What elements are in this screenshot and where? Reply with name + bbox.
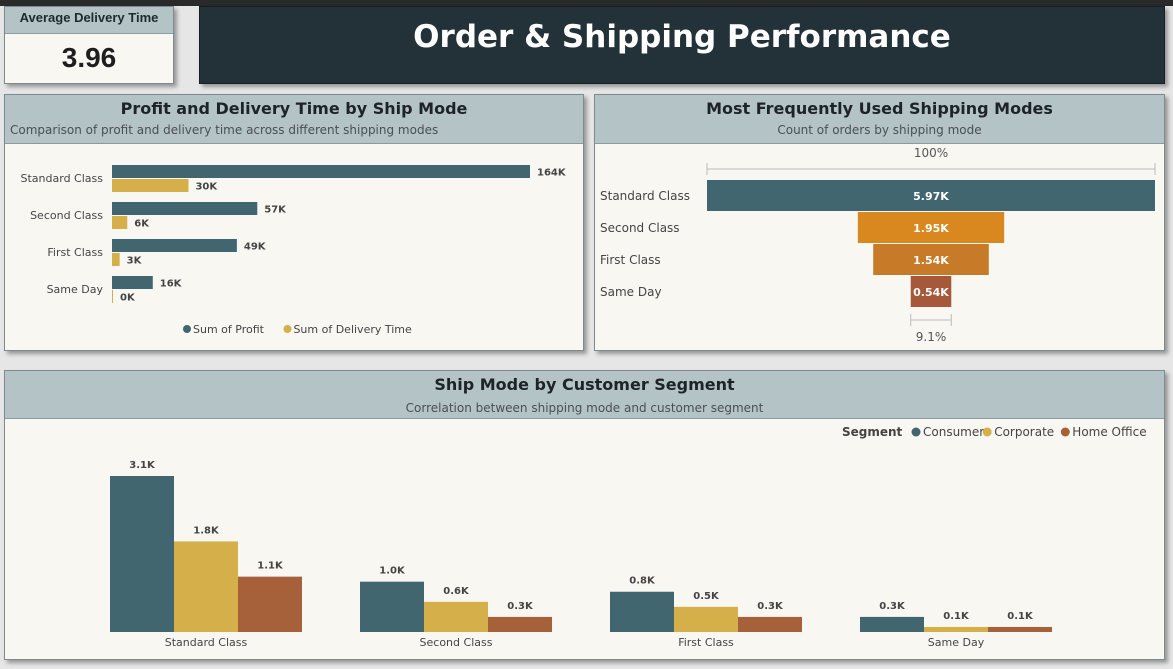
bar-corporate-first-class[interactable]	[674, 606, 738, 632]
data-label-corporate-same-day: 0.1K	[943, 611, 970, 622]
data-label-consumer-standard-class: 3.1K	[129, 460, 156, 471]
data-label-sum-of-delivery-time-standard-class: 30K	[195, 182, 218, 193]
kpi-card-average-delivery-time[interactable]: Average Delivery Time 3.96	[4, 6, 174, 84]
bar-corporate-same-day[interactable]	[924, 626, 988, 632]
data-label-sum-of-profit-first-class: 49K	[244, 242, 267, 253]
bar-sum-of-delivery-time-same-day[interactable]	[112, 290, 113, 303]
bar-sum-of-delivery-time-standard-class[interactable]	[112, 179, 189, 192]
bar-corporate-standard-class[interactable]	[174, 541, 238, 632]
data-label-corporate-first-class: 0.5K	[693, 591, 720, 602]
bar-consumer-same-day[interactable]	[860, 616, 924, 632]
data-label-same-day: 0.54K	[913, 286, 949, 299]
category-label-standard-class: Standard Class	[165, 636, 248, 649]
bar-sum-of-delivery-time-first-class[interactable]	[112, 253, 120, 266]
data-label-sum-of-delivery-time-same-day: 0K	[120, 293, 136, 304]
data-label-consumer-first-class: 0.8K	[629, 576, 656, 587]
data-label-consumer-same-day: 0.3K	[879, 601, 906, 612]
category-label-same-day: Same Day	[47, 283, 104, 296]
category-label-same-day: Same Day	[600, 285, 662, 299]
data-label-corporate-standard-class: 1.8K	[193, 525, 220, 536]
legend-marker-corporate	[982, 427, 992, 437]
category-label-second-class: Second Class	[600, 221, 680, 235]
category-label-first-class: First Class	[678, 636, 734, 649]
bar-home-office-second-class[interactable]	[488, 616, 552, 632]
data-label-home-office-same-day: 0.1K	[1007, 611, 1034, 622]
legend-marker-consumer	[911, 427, 921, 437]
data-label-home-office-standard-class: 1.1K	[257, 561, 284, 572]
bar-sum-of-delivery-time-second-class[interactable]	[112, 216, 128, 229]
data-label-sum-of-profit-standard-class: 164K	[537, 168, 567, 179]
legend-label-sum-of-delivery-time[interactable]: Sum of Delivery Time	[293, 323, 412, 336]
category-label-standard-class: Standard Class	[600, 189, 690, 203]
chart-title: Profit and Delivery Time by Ship Mode	[120, 99, 468, 118]
data-label-sum-of-delivery-time-second-class: 6K	[134, 219, 150, 230]
data-label-consumer-second-class: 1.0K	[379, 566, 406, 577]
data-label-first-class: 1.54K	[913, 254, 949, 267]
bar-consumer-first-class[interactable]	[610, 591, 674, 632]
data-label-standard-class: 5.97K	[913, 190, 949, 203]
kpi-value: 3.96	[61, 42, 117, 73]
shipping-modes-funnel-chart[interactable]: 100% Standard Class 5.97K Second Class 1.95K…	[595, 144, 1164, 350]
funnel-bar-same-day[interactable]	[910, 276, 952, 307]
category-label-second-class: Second Class	[30, 209, 103, 222]
data-label-home-office-first-class: 0.3K	[757, 601, 784, 612]
panel-header: Most Frequently Used Shipping Modes Coun…	[595, 95, 1164, 144]
category-label-first-class: First Class	[600, 253, 661, 267]
bar-corporate-second-class[interactable]	[424, 601, 488, 632]
chart-subtitle: Count of orders by shipping mode	[777, 123, 982, 137]
chart-subtitle: Correlation between shipping mode and cu…	[405, 401, 764, 415]
bar-sum-of-profit-first-class[interactable]	[112, 239, 237, 252]
legend-label-consumer[interactable]: Consumer	[923, 425, 984, 439]
bar-home-office-same-day[interactable]	[988, 626, 1052, 632]
bar-sum-of-profit-second-class[interactable]	[112, 202, 258, 215]
category-label-second-class: Second Class	[420, 636, 493, 649]
legend-label-corporate[interactable]: Corporate	[994, 425, 1054, 439]
bar-consumer-second-class[interactable]	[360, 581, 424, 632]
funnel-bar-standard-class[interactable]	[707, 180, 1155, 211]
kpi-label: Average Delivery Time	[5, 7, 173, 34]
profit-delivery-bar-chart[interactable]: Standard Class 164K 30K Second Class 57K 6K Fi…	[5, 144, 583, 350]
category-label-standard-class: Standard Class	[21, 172, 104, 185]
bar-consumer-standard-class[interactable]	[110, 476, 174, 632]
data-label-sum-of-profit-same-day: 16K	[160, 279, 183, 290]
dashboard-title: Order & Shipping Performance	[413, 19, 951, 55]
bar-home-office-standard-class[interactable]	[238, 576, 302, 632]
funnel-bar-first-class[interactable]	[873, 244, 989, 275]
data-label-corporate-second-class: 0.6K	[443, 586, 470, 597]
legend-marker-sum-of-delivery-time	[283, 325, 292, 333]
chart-title: Ship Mode by Customer Segment	[434, 375, 735, 394]
bar-sum-of-profit-standard-class[interactable]	[112, 165, 530, 178]
panel-header: Profit and Delivery Time by Ship Mode Co…	[5, 95, 583, 144]
funnel-bar-second-class[interactable]	[857, 212, 1005, 243]
top-border	[0, 0, 1173, 6]
data-label-sum-of-delivery-time-first-class: 3K	[127, 256, 143, 267]
top-percent-label: 100%	[914, 146, 948, 160]
bar-sum-of-profit-same-day[interactable]	[112, 276, 153, 289]
profit-delivery-chart-panel[interactable]: Profit and Delivery Time by Ship Mode Co…	[4, 94, 584, 351]
data-label-home-office-second-class: 0.3K	[507, 601, 534, 612]
data-label-second-class: 1.95K	[913, 222, 949, 235]
bar-home-office-first-class[interactable]	[738, 616, 802, 632]
chart-title: Most Frequently Used Shipping Modes	[706, 99, 1053, 118]
legend-marker-home-office	[1060, 427, 1070, 437]
panel-header: Ship Mode by Customer Segment Correlatio…	[5, 371, 1164, 419]
bottom-percent-label: 9.1%	[916, 330, 947, 344]
category-label-same-day: Same Day	[928, 636, 985, 649]
shipping-modes-funnel-panel[interactable]: Most Frequently Used Shipping Modes Coun…	[594, 94, 1165, 351]
legend-label-home-office[interactable]: Home Office	[1072, 425, 1146, 439]
dashboard-title-banner: Order & Shipping Performance	[199, 6, 1165, 84]
legend-label-sum-of-profit[interactable]: Sum of Profit	[193, 323, 265, 336]
legend-title: Segment	[842, 425, 903, 439]
segment-clustered-bar-chart[interactable]: 3.1K 1.8K 1.1K Standard Class 1.0K 0.6K 0.3K Se…	[5, 419, 1164, 659]
legend-marker-sum-of-profit	[183, 325, 191, 333]
segment-chart-panel[interactable]: Ship Mode by Customer Segment Correlatio…	[4, 370, 1165, 660]
data-label-sum-of-profit-second-class: 57K	[264, 205, 287, 216]
category-label-first-class: First Class	[47, 246, 103, 259]
chart-subtitle: Comparison of profit and delivery time a…	[10, 123, 439, 137]
